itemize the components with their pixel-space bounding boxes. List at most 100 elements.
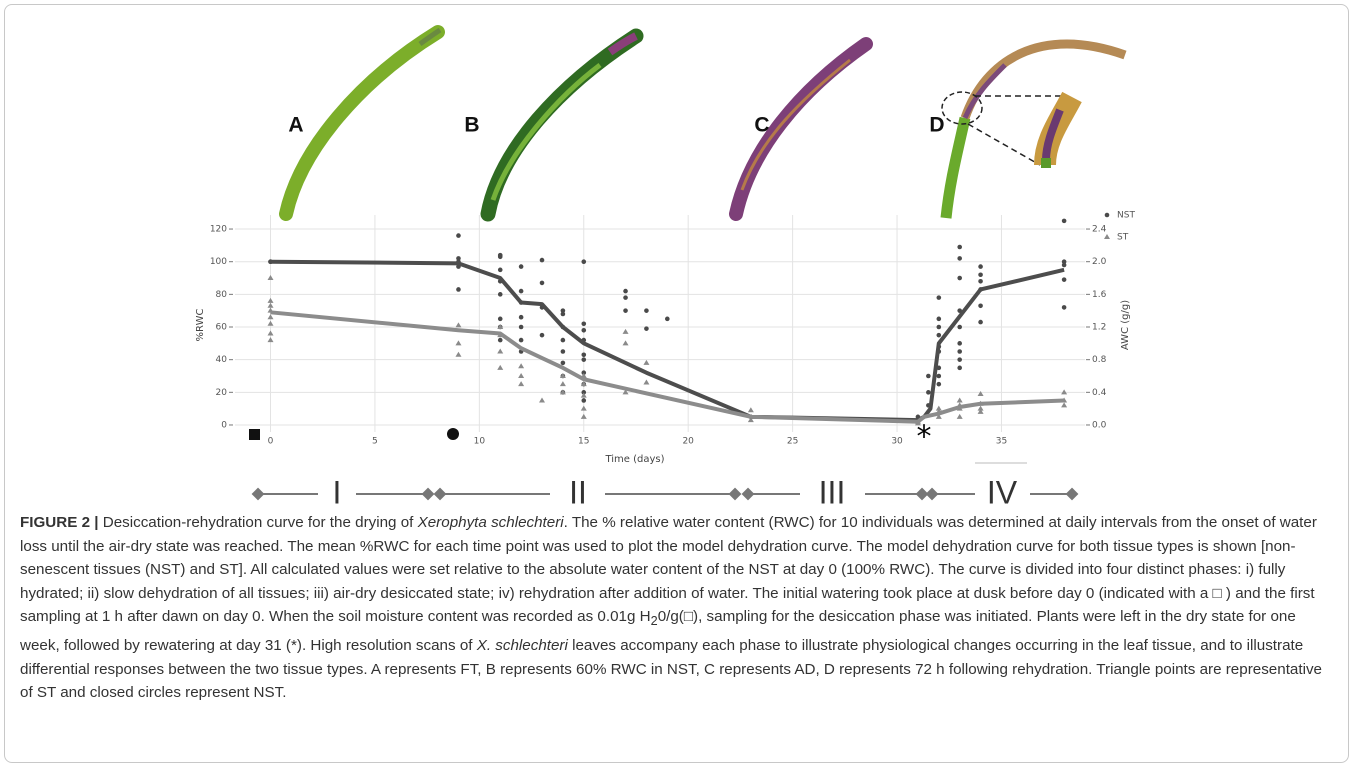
data-point bbox=[977, 405, 984, 411]
panel-label: C bbox=[754, 114, 769, 137]
data-point bbox=[267, 302, 274, 308]
data-point bbox=[560, 308, 566, 313]
data-point bbox=[580, 405, 587, 411]
y-tick-label: 120 bbox=[210, 225, 227, 235]
data-point bbox=[267, 314, 274, 320]
data-point bbox=[936, 316, 942, 322]
data-point bbox=[455, 322, 462, 328]
data-point bbox=[267, 330, 274, 336]
data-point bbox=[518, 372, 525, 378]
data-point bbox=[455, 351, 462, 357]
y2-tick-label: 0.8 bbox=[1092, 355, 1107, 365]
phase-label: IV bbox=[987, 474, 1018, 510]
panel-label: B bbox=[464, 114, 479, 137]
data-point bbox=[977, 408, 984, 414]
data-point bbox=[267, 297, 274, 303]
y-tick-label: 80 bbox=[216, 290, 228, 300]
x-tick-label: 5 bbox=[372, 437, 378, 447]
data-point bbox=[455, 340, 462, 346]
data-point bbox=[539, 280, 545, 286]
y2-tick-label: 1.2 bbox=[1092, 323, 1106, 333]
data-point bbox=[978, 278, 983, 284]
data-point bbox=[936, 373, 942, 379]
data-point bbox=[581, 321, 587, 327]
figure-frame bbox=[4, 4, 1349, 763]
data-point bbox=[957, 365, 962, 371]
data-point bbox=[926, 390, 931, 395]
caption-text: Xerophyta schlechteri bbox=[417, 514, 564, 531]
legend-marker bbox=[1104, 234, 1110, 239]
data-point bbox=[644, 308, 649, 313]
data-point bbox=[956, 413, 963, 419]
data-point bbox=[539, 257, 545, 263]
data-point bbox=[581, 357, 587, 362]
y-tick-label: 20 bbox=[216, 388, 228, 398]
data-point bbox=[1061, 259, 1067, 264]
data-point bbox=[622, 389, 629, 395]
phase-label: I bbox=[333, 474, 342, 510]
data-point bbox=[497, 254, 503, 260]
sampling-marker bbox=[447, 428, 459, 440]
phase-label: III bbox=[819, 474, 846, 510]
data-point bbox=[560, 360, 566, 366]
data-point bbox=[957, 275, 962, 281]
data-point bbox=[539, 397, 546, 403]
data-point bbox=[957, 357, 962, 362]
data-point bbox=[926, 373, 931, 379]
data-point bbox=[622, 340, 629, 346]
data-point bbox=[559, 381, 566, 387]
data-point bbox=[518, 264, 524, 269]
data-point bbox=[518, 381, 525, 387]
data-point bbox=[581, 390, 587, 395]
x-tick-label: 15 bbox=[578, 437, 589, 447]
x-tick-label: 35 bbox=[996, 437, 1007, 447]
data-point bbox=[580, 413, 587, 419]
data-point bbox=[936, 295, 942, 300]
data-point bbox=[456, 287, 461, 292]
y-tick-label: 60 bbox=[216, 323, 228, 333]
caption-text: Desiccation-rehydration curve for the dr… bbox=[98, 514, 418, 531]
data-point bbox=[456, 256, 461, 261]
data-point bbox=[456, 233, 461, 238]
data-point bbox=[936, 381, 942, 387]
data-point bbox=[935, 413, 942, 419]
data-point bbox=[623, 308, 628, 313]
data-point bbox=[957, 256, 962, 261]
y2-axis-label: AWC (g/g) bbox=[1120, 300, 1131, 350]
caption-text: 0/g(□), sampling for the desiccation pha… bbox=[20, 608, 1296, 654]
data-point bbox=[957, 349, 962, 354]
data-point bbox=[581, 352, 587, 358]
data-point bbox=[497, 324, 504, 330]
data-point bbox=[957, 341, 962, 346]
data-point bbox=[1061, 402, 1068, 408]
annotation: * bbox=[917, 420, 932, 455]
phase-bar bbox=[251, 487, 1079, 501]
data-point bbox=[497, 348, 504, 354]
data-point bbox=[497, 337, 503, 343]
data-point bbox=[559, 389, 566, 395]
y-tick-label: 40 bbox=[216, 355, 228, 365]
data-point bbox=[497, 364, 504, 370]
data-point bbox=[747, 407, 754, 413]
y2-tick-label: 0.4 bbox=[1092, 388, 1107, 398]
caption-text: 2 bbox=[650, 614, 658, 629]
data-point bbox=[267, 275, 274, 281]
data-point bbox=[978, 319, 983, 325]
data-point bbox=[643, 359, 650, 365]
data-point bbox=[747, 417, 754, 423]
legend-label: NST bbox=[1117, 211, 1135, 221]
x-tick-label: 25 bbox=[787, 437, 798, 447]
data-point bbox=[518, 288, 524, 294]
data-point bbox=[623, 288, 628, 294]
data-point bbox=[936, 324, 942, 330]
data-point bbox=[665, 316, 670, 322]
hydration-marker bbox=[249, 429, 260, 440]
data-point bbox=[497, 292, 503, 297]
data-point bbox=[644, 326, 649, 331]
y2-tick-label: 1.6 bbox=[1092, 290, 1107, 300]
caption-text: leaves accompany each phase to illustrat… bbox=[20, 637, 1322, 702]
data-point bbox=[559, 372, 566, 378]
y2-tick-label: 2.0 bbox=[1092, 257, 1107, 267]
data-point bbox=[581, 327, 587, 333]
figure: A B C D 0 5 10 15 20 25 30 35 0 20 40 60 80 100 120 0.0… bbox=[195, 25, 1135, 510]
